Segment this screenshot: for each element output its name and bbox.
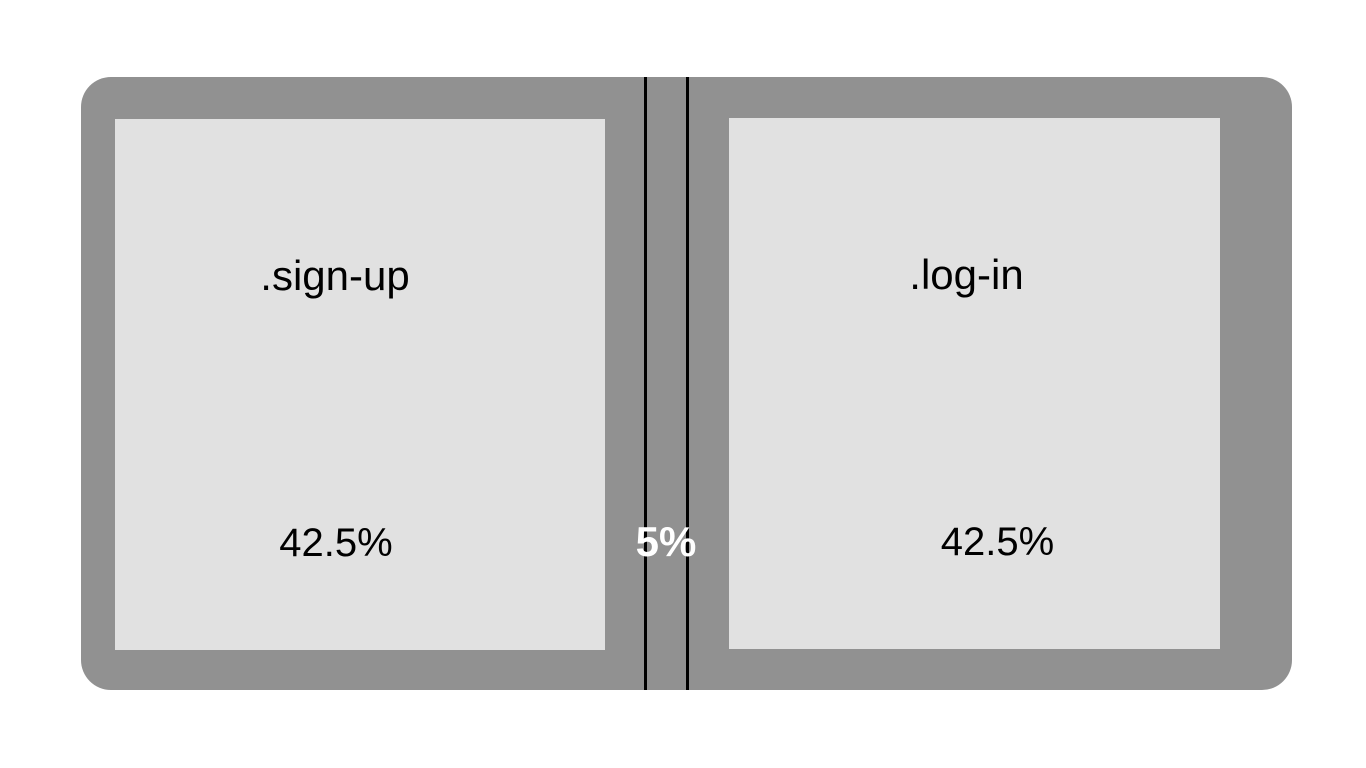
sign-up-width-label: 42.5% (279, 521, 393, 565)
log-in-label: .log-in (909, 251, 1024, 298)
log-in-panel: .log-in 42.5% (729, 118, 1220, 649)
gap-left-boundary (644, 77, 647, 690)
sign-up-panel: .sign-up 42.5% (115, 119, 605, 650)
log-in-width-label: 42.5% (940, 520, 1055, 564)
sign-up-label: .sign-up (260, 252, 410, 299)
gap-right-boundary (686, 77, 689, 690)
flex-container: .sign-up 42.5% 5% .log-in 42.5% (81, 77, 1292, 690)
gap-width-label: 5% (635, 518, 697, 565)
